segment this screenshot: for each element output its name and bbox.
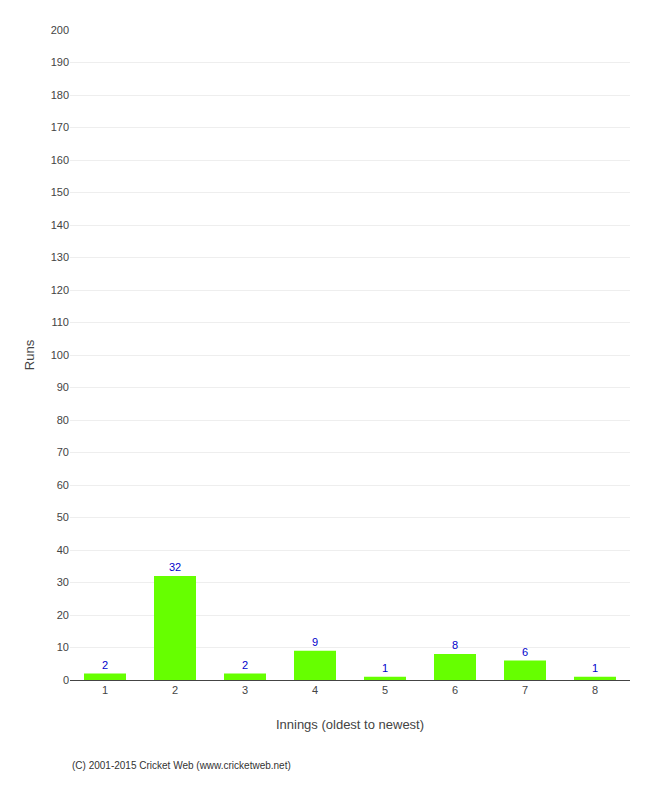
svg-text:60: 60: [57, 479, 69, 491]
svg-text:100: 100: [51, 349, 69, 361]
svg-text:40: 40: [57, 544, 69, 556]
svg-text:50: 50: [57, 511, 69, 523]
svg-text:5: 5: [382, 684, 388, 696]
svg-text:110: 110: [51, 316, 69, 328]
svg-text:(C) 2001-2015 Cricket Web (www: (C) 2001-2015 Cricket Web (www.cricketwe…: [72, 760, 291, 771]
svg-text:80: 80: [57, 414, 69, 426]
svg-text:90: 90: [57, 381, 69, 393]
svg-text:30: 30: [57, 576, 69, 588]
svg-text:32: 32: [169, 561, 181, 573]
svg-text:Innings (oldest to newest): Innings (oldest to newest): [276, 717, 424, 732]
svg-text:7: 7: [522, 684, 528, 696]
svg-text:190: 190: [51, 56, 69, 68]
svg-text:200: 200: [51, 24, 69, 36]
svg-text:8: 8: [452, 639, 458, 651]
svg-text:9: 9: [312, 636, 318, 648]
svg-text:1: 1: [382, 662, 388, 674]
svg-text:120: 120: [51, 284, 69, 296]
svg-text:8: 8: [592, 684, 598, 696]
svg-text:4: 4: [312, 684, 318, 696]
svg-text:2: 2: [102, 659, 108, 671]
svg-text:2: 2: [242, 659, 248, 671]
svg-text:10: 10: [57, 641, 69, 653]
svg-text:6: 6: [452, 684, 458, 696]
svg-text:180: 180: [51, 89, 69, 101]
svg-text:1: 1: [592, 662, 598, 674]
svg-text:140: 140: [51, 219, 69, 231]
svg-text:3: 3: [242, 684, 248, 696]
svg-text:170: 170: [51, 121, 69, 133]
svg-text:1: 1: [102, 684, 108, 696]
svg-text:2: 2: [172, 684, 178, 696]
svg-text:130: 130: [51, 251, 69, 263]
svg-text:150: 150: [51, 186, 69, 198]
svg-text:Runs: Runs: [22, 339, 37, 370]
svg-text:6: 6: [522, 646, 528, 658]
svg-text:160: 160: [51, 154, 69, 166]
svg-text:0: 0: [63, 674, 69, 686]
svg-text:20: 20: [57, 609, 69, 621]
svg-text:70: 70: [57, 446, 69, 458]
